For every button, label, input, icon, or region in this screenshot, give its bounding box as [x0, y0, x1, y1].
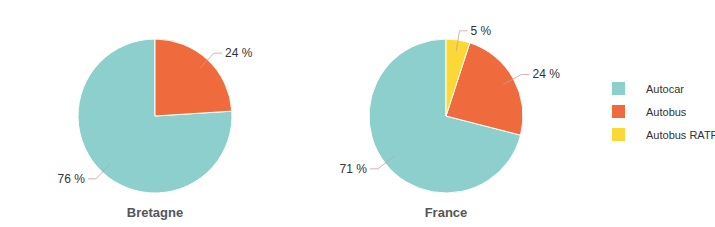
legend: Autocar Autobus Autobus RATP	[612, 82, 715, 141]
pie-slice: Autobus	[155, 39, 232, 116]
data-label: 24 %	[225, 46, 253, 60]
legend-swatch	[612, 82, 625, 95]
chart-title: Bretagne	[127, 205, 183, 220]
data-label: 76 %	[58, 172, 86, 186]
label-leader	[200, 53, 222, 68]
pie-1: Autocar71 %Autobus24 %Autobus RATP5 %Fra…	[339, 24, 560, 220]
pie-slice: Autobus RATP	[446, 39, 470, 116]
data-label: 5 %	[470, 24, 491, 38]
legend-label: Autobus	[646, 106, 687, 118]
label-leader	[503, 74, 529, 84]
data-label: 24 %	[533, 67, 561, 81]
chart-title: France	[425, 205, 468, 220]
chart-root: Autocar76 %Autobus24 %BretagneAutocar71 …	[0, 0, 715, 227]
pie-slice: Autocar	[78, 39, 232, 193]
data-label: 71 %	[339, 162, 367, 176]
label-leader	[370, 156, 394, 169]
legend-swatch	[612, 105, 625, 118]
label-leader	[88, 164, 110, 179]
legend-label: Autocar	[646, 83, 684, 95]
legend-swatch	[612, 128, 625, 141]
label-leader	[456, 31, 467, 52]
legend-label: Autobus RATP	[646, 129, 715, 141]
pie-0: Autocar76 % Autobus24 % Bretagne	[58, 39, 253, 220]
